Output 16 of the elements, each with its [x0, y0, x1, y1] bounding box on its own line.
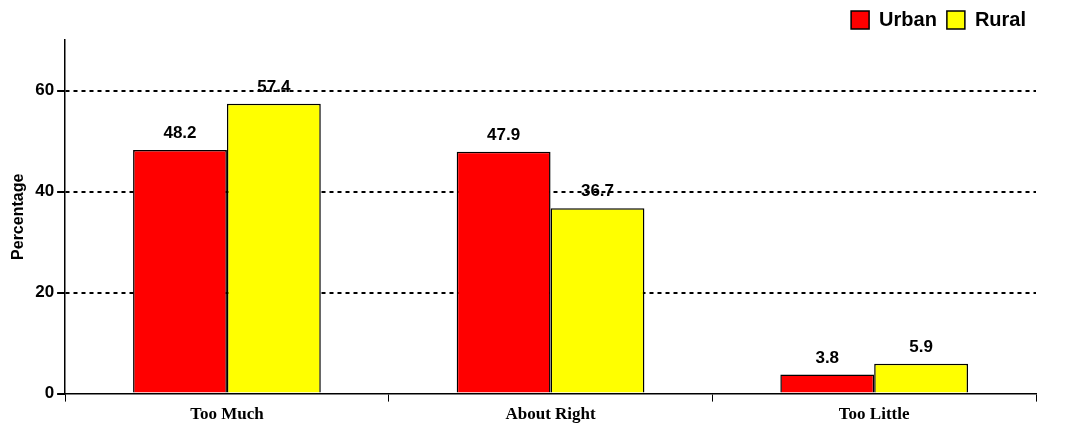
data-label: 48.2 — [163, 123, 197, 143]
y-tick-label: 0 — [44, 383, 55, 403]
legend-label: Rural — [974, 7, 1026, 30]
y-tick-label: 60 — [35, 80, 55, 100]
y-tick-label: 40 — [35, 181, 55, 201]
data-label: 3.8 — [815, 347, 840, 367]
y-tick-label: 20 — [35, 282, 55, 302]
y-axis-title: Percentage — [9, 173, 27, 260]
x-tick-label: About Right — [505, 404, 596, 424]
legend-label: Urban — [879, 7, 937, 30]
x-tick-label: Too Little — [838, 404, 910, 424]
data-label: 57.4 — [257, 76, 291, 96]
data-label: 47.9 — [487, 124, 521, 144]
x-tick-label: Too Much — [190, 404, 265, 424]
data-label: 5.9 — [909, 336, 933, 356]
data-label: 36.7 — [580, 181, 615, 201]
